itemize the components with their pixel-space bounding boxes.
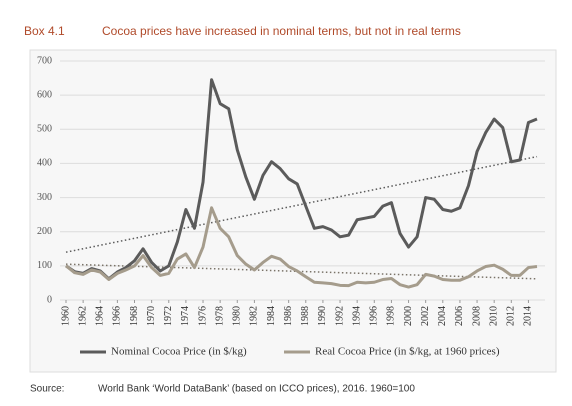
x-tick-label: 1982 [249,306,260,326]
source: World Bank ‘World DataBank’ (based on IC… [98,384,415,395]
y-tick-label: 200 [37,226,52,237]
x-tick-label: 1996 [369,306,380,326]
y-tick-label: 700 [37,55,52,66]
x-tick-label: 2008 [471,306,482,326]
y-tick-label: 0 [47,294,52,305]
y-tick-label: 400 [37,158,52,169]
source-label: Source: [30,384,64,395]
x-tick-label: 1990 [317,306,328,326]
x-tick-label: 1974 [180,306,191,326]
x-tick-label: 1992 [334,306,345,326]
x-tick-label: 1972 [163,306,174,326]
x-tick-label: 1980 [232,306,243,326]
x-tick-label: 2000 [403,306,414,326]
x-tick-label: 2010 [488,306,499,326]
x-tick-label: 1962 [77,306,88,326]
trend-line [65,155,538,253]
x-tick-label: 1968 [129,306,140,326]
x-tick-label: 1960 [60,306,71,326]
x-tick-label: 1978 [214,306,225,326]
x-tick-label: 1970 [146,306,157,326]
y-tick-label: 100 [37,260,52,271]
x-tick-label: 1966 [112,306,123,326]
legend-label: Real Cocoa Price (in $/kg, at 1960 price… [315,346,500,358]
x-tick-label: 1976 [197,306,208,326]
y-tick-label: 500 [37,124,52,135]
series-line [65,78,538,281]
x-tick-label: 2006 [454,306,465,326]
trend-line [65,263,538,280]
x-tick-label: 1984 [266,306,277,326]
x-tick-label: 1998 [386,306,397,326]
x-tick-label: 2002 [420,306,431,326]
series-line [65,206,538,289]
x-tick-label: 1964 [95,306,106,326]
box-label: Box 4.1 [24,24,65,38]
x-tick-label: 1994 [351,306,362,326]
y-tick-label: 300 [37,192,52,203]
x-tick-label: 2014 [523,306,534,326]
chart-title: Cocoa prices have increased in nominal t… [102,24,461,38]
x-tick-label: 1988 [300,306,311,326]
chart-panel [29,49,557,373]
legend-label: Nominal Cocoa Price (in $/kg) [111,346,247,358]
x-tick-label: 1986 [283,306,294,326]
x-tick-label: 2012 [506,306,517,326]
y-tick-label: 600 [37,89,52,100]
x-tick-label: 2004 [437,306,448,326]
